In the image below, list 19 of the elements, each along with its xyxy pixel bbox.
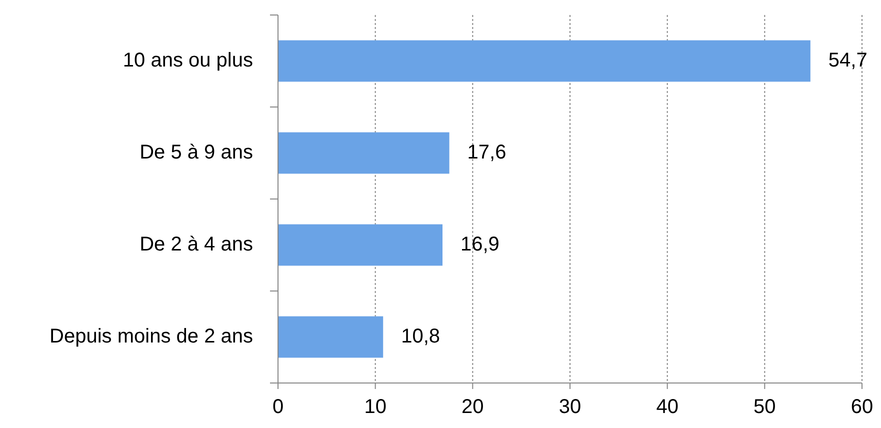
x-tick-label: 40	[656, 396, 678, 418]
x-tick-label: 10	[364, 396, 386, 418]
x-tick-label: 0	[272, 396, 284, 418]
data-label: 10,8	[401, 325, 440, 348]
data-label: 54,7	[828, 49, 868, 72]
y-tick-label: Depuis moins de 2 ans	[50, 325, 253, 348]
data-label: 16,9	[460, 233, 500, 256]
data-label: 17,6	[467, 141, 506, 164]
bar	[278, 224, 442, 266]
y-tick-label: De 2 à 4 ans	[140, 233, 253, 256]
bar	[278, 40, 810, 82]
x-tick-label: 20	[462, 396, 484, 418]
y-tick-label: 10 ans ou plus	[122, 49, 253, 72]
bar	[278, 316, 384, 358]
x-tick-label: 50	[754, 396, 776, 418]
x-tick-label: 60	[850, 396, 874, 418]
y-tick-label: De 5 à 9 ans	[140, 141, 253, 164]
x-tick-label: 30	[558, 396, 582, 418]
bar	[278, 132, 450, 174]
